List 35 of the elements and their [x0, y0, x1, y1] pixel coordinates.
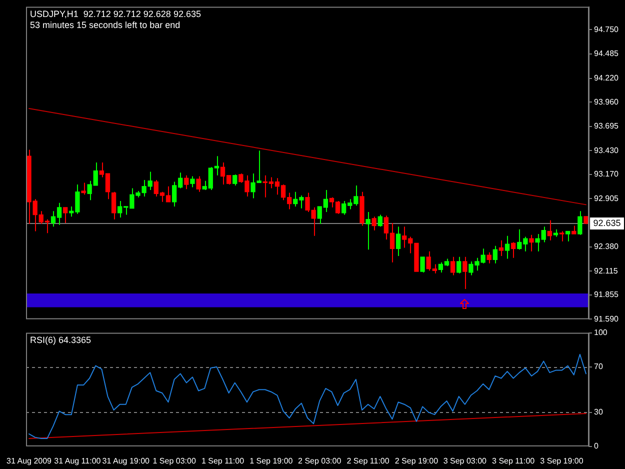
chart-title: RSI(6) 64.3365	[30, 334, 92, 345]
x-tick-label: 3 Sep 19:00	[540, 456, 584, 466]
y-tick-label: 92.905	[594, 194, 620, 203]
x-tick-label: 2 Sep 11:00	[346, 456, 390, 466]
text: 53 minutes 15 seconds left to bar end	[30, 20, 180, 30]
y-tick-label: 92.115	[594, 266, 618, 276]
y-tick-label: 0	[594, 442, 599, 451]
chart-title: USDJPY,H1 92.712 92.712 92.628 92.635	[30, 8, 201, 19]
x-tick-label: 31 Aug 11:00	[54, 456, 102, 466]
x-tick-label: 1 Sep 19:00	[250, 456, 294, 466]
x-tick-label: 31 Aug 19:00	[102, 456, 150, 466]
y-tick-label: 93.695	[594, 122, 620, 131]
y-tick-label: 92.380	[594, 242, 620, 252]
y-tick-label: 93.960	[594, 97, 620, 106]
y-tick-label: 91.590	[594, 314, 620, 324]
x-tick-label: 1 Sep 03:00	[152, 456, 196, 466]
x-tick-label: 3 Sep 11:00	[492, 456, 536, 466]
y-tick-label: 91.855	[594, 290, 620, 300]
y-tick-label: 93.170	[594, 170, 620, 179]
y-tick-label: 94.220	[594, 73, 620, 82]
y-tick-label: 30	[594, 408, 604, 417]
x-tick-label: 2 Sep 19:00	[394, 456, 439, 466]
candlestick	[190, 176, 195, 188]
x-tick-label: 31 Aug 2009	[6, 456, 52, 466]
y-tick-label: 93.430	[594, 146, 620, 155]
ref-line-label: 92.635	[593, 218, 621, 228]
candlestick	[559, 230, 564, 242]
y-tick-label: 94.750	[594, 24, 620, 34]
x-tick-label: 2 Sep 03:00	[298, 456, 342, 466]
x-tick-label: 1 Sep 11:00	[201, 456, 245, 466]
candlestick	[366, 212, 370, 250]
x-tick-label: 3 Sep 03:00	[443, 456, 488, 466]
y-tick-label: 100	[594, 328, 608, 338]
y-tick-label: 70	[594, 362, 604, 372]
y-tick-label: 94.485	[594, 49, 620, 58]
